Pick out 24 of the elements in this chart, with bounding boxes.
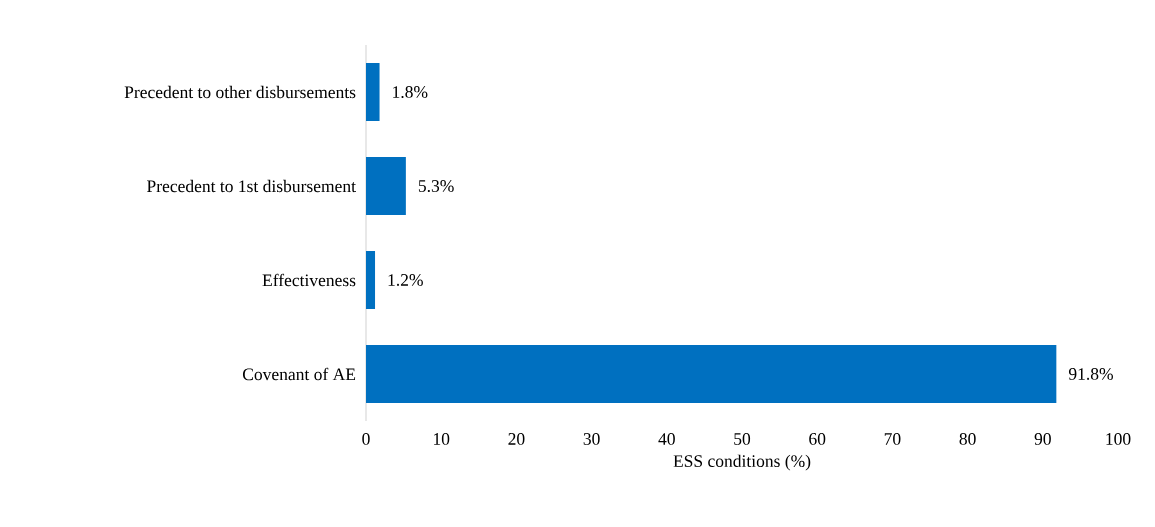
y-tick-label: Effectiveness [262, 273, 356, 287]
x-axis-title: ESS conditions (%) [673, 454, 811, 471]
data-label: 5.3% [418, 180, 454, 192]
data-label: 1.2% [388, 274, 423, 286]
y-tick-label: Covenant of AE [242, 367, 356, 381]
x-tick-label: 50 [734, 433, 751, 445]
x-tick-label: 0 [362, 433, 370, 445]
y-tick-label: Precedent to other disbursements [124, 85, 356, 99]
bar [366, 63, 380, 121]
x-tick-label: 100 [1106, 433, 1131, 445]
x-tick-label: 40 [658, 433, 675, 445]
x-tick-label: 20 [508, 433, 525, 445]
bar [366, 156, 406, 215]
x-tick-label: 70 [884, 433, 901, 445]
data-label: 1.8% [393, 86, 428, 98]
data-label: 91.8% [1068, 368, 1113, 380]
x-tick-label: 90 [1034, 433, 1051, 445]
x-tick-label: 10 [433, 433, 450, 445]
x-tick-label: 60 [809, 433, 826, 445]
bar [366, 250, 376, 309]
y-tick-label: Precedent to 1st disbursement [147, 179, 356, 193]
bar [366, 344, 1057, 403]
x-tick-label: 30 [583, 433, 600, 445]
x-tick-label: 80 [959, 433, 976, 445]
